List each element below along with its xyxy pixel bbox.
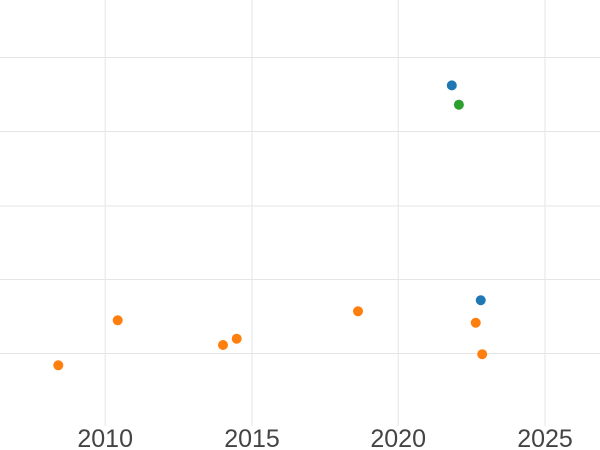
svg-text:2010: 2010 [77, 425, 133, 450]
svg-text:2015: 2015 [224, 425, 280, 450]
svg-text:2025: 2025 [517, 425, 573, 450]
svg-text:2020: 2020 [370, 425, 426, 450]
